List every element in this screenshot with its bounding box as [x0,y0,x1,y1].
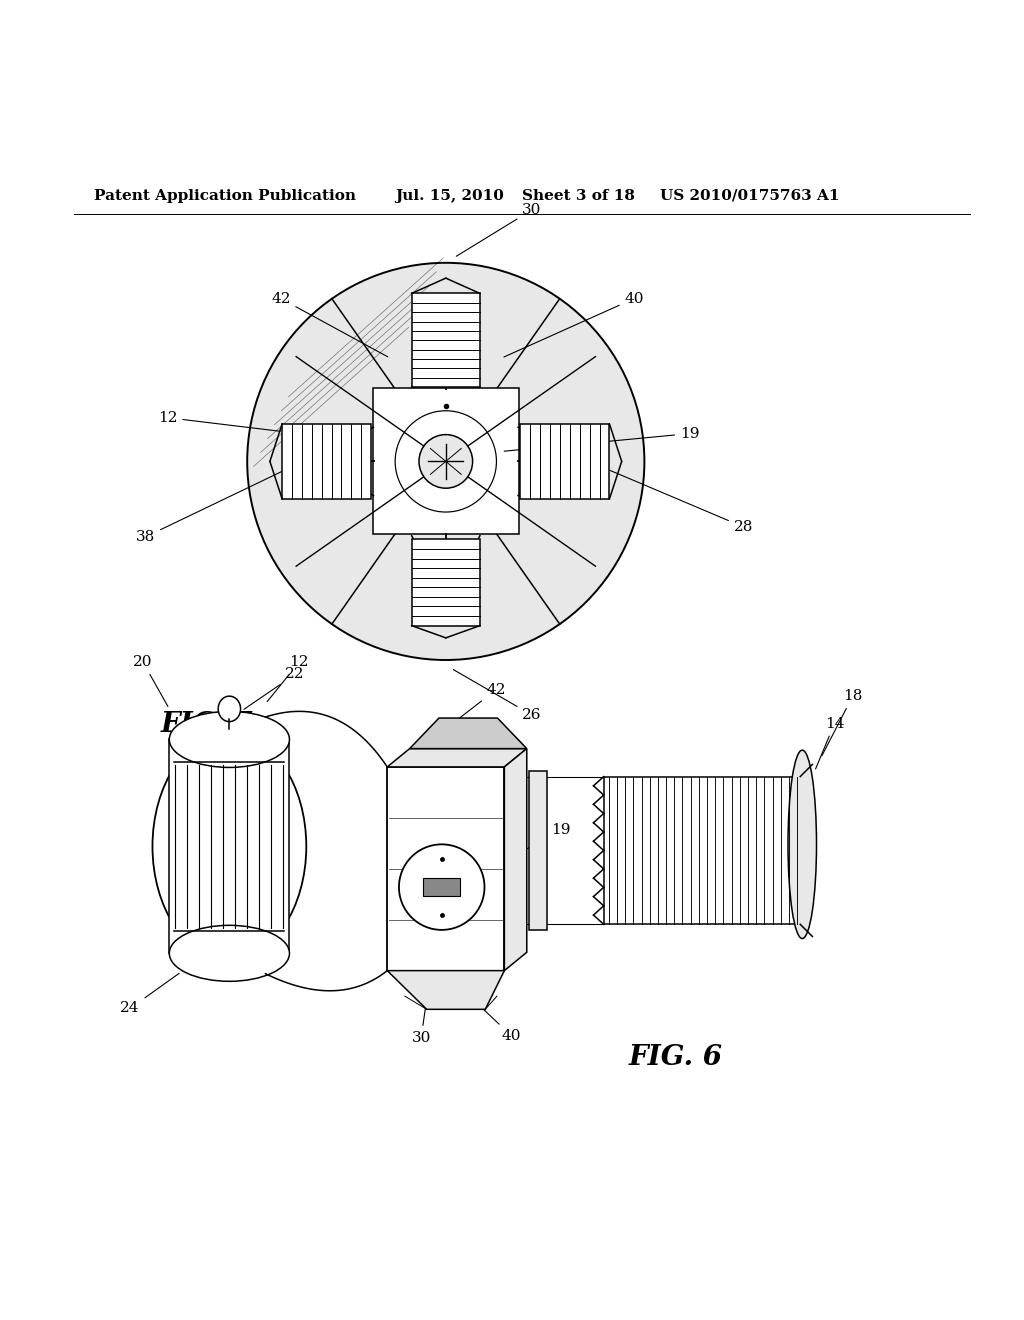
Text: 18: 18 [822,689,862,756]
Text: 40: 40 [468,995,521,1043]
Text: Patent Application Publication: Patent Application Publication [94,189,356,202]
Text: 20: 20 [133,655,168,706]
Bar [528,771,547,931]
Text: FIG. 5: FIG. 5 [161,711,255,738]
Text: 42: 42 [433,682,506,739]
Bar [604,776,802,924]
Bar [169,739,290,953]
Bar [520,424,609,499]
Polygon shape [505,748,526,970]
Text: 26: 26 [454,669,542,722]
Ellipse shape [218,696,241,722]
Circle shape [419,434,473,488]
Text: 30: 30 [412,1002,431,1045]
Text: FIG. 6: FIG. 6 [629,1044,723,1071]
Text: US 2010/0175763 A1: US 2010/0175763 A1 [659,189,840,202]
Text: 24: 24 [121,973,179,1015]
Text: Jul. 15, 2010: Jul. 15, 2010 [395,189,504,202]
Ellipse shape [169,711,290,767]
Bar [412,540,480,626]
Text: Sheet 3 of 18: Sheet 3 of 18 [522,189,635,202]
Polygon shape [387,970,505,1010]
Polygon shape [373,388,519,535]
Polygon shape [410,718,526,748]
Bar [412,293,480,387]
Text: 40: 40 [504,292,644,356]
Text: 42: 42 [271,292,388,356]
Text: 38: 38 [136,462,300,544]
Circle shape [247,263,644,660]
Circle shape [399,845,484,929]
Text: 14: 14 [815,717,844,770]
Text: 12: 12 [267,655,309,702]
Text: 30: 30 [457,203,542,256]
Text: 22: 22 [244,668,305,709]
Polygon shape [387,748,526,767]
Bar [283,424,371,499]
Bar [387,767,505,970]
Text: 19: 19 [504,426,699,451]
Text: 28: 28 [591,462,753,533]
Text: 19: 19 [497,824,570,866]
Text: 12: 12 [158,411,281,432]
Ellipse shape [169,925,290,981]
Ellipse shape [788,750,816,939]
Polygon shape [423,878,460,896]
